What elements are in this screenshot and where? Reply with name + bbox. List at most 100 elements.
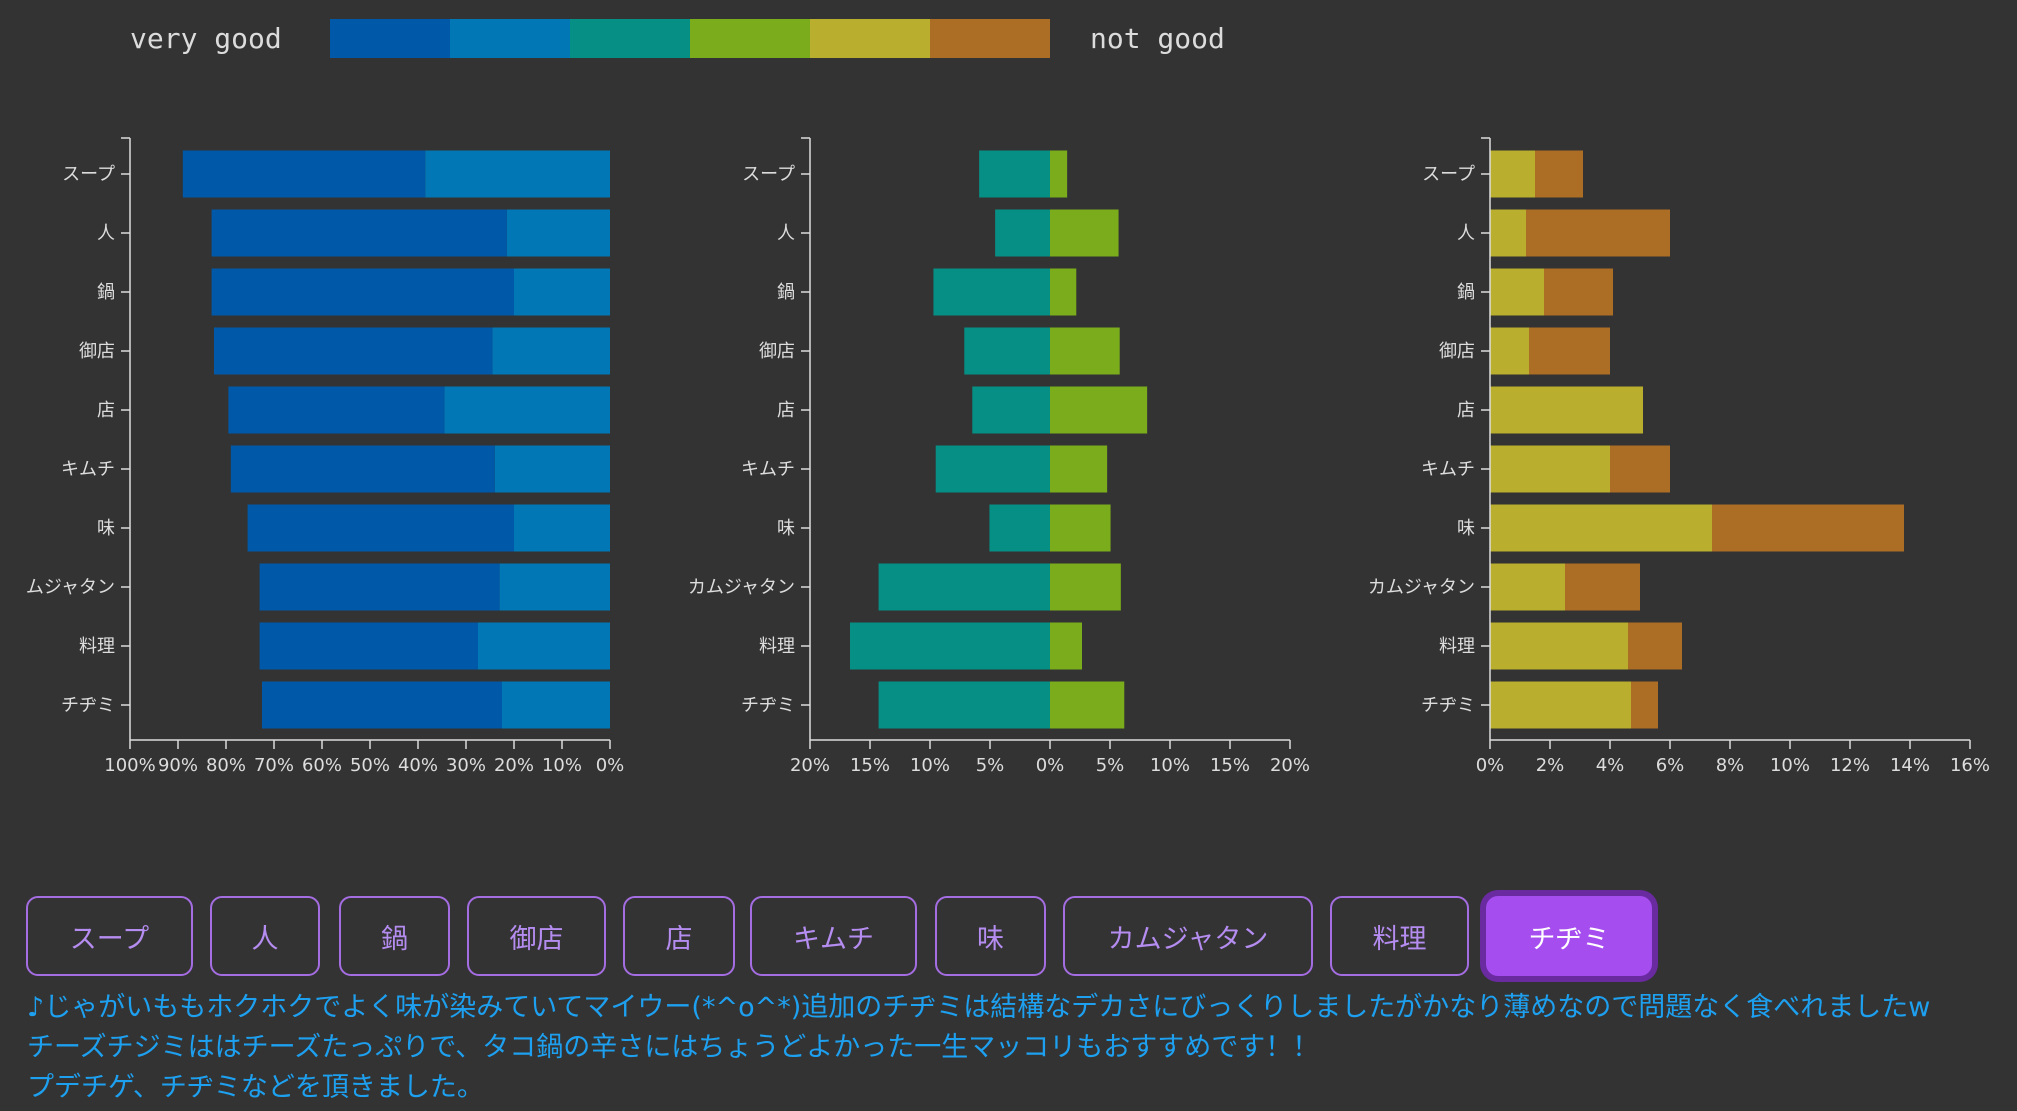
bar-segment (972, 386, 1050, 434)
category-label: 料理 (1439, 636, 1475, 657)
legend-swatch (570, 19, 690, 58)
bar-segment (1490, 209, 1526, 257)
review-item: チーズチジミははチーズたっぷりで、タコ鍋の辛さにはちょうどよかった一生マッコリも… (27, 1028, 2017, 1068)
bar-segment (514, 504, 610, 552)
bar-segment (1544, 268, 1613, 316)
bar-segment (964, 327, 1050, 375)
legend-swatch (810, 19, 930, 58)
x-tick-label: 15% (1210, 755, 1250, 776)
bar-segment (1050, 681, 1125, 729)
category-label: カムジャタン (688, 577, 795, 598)
bar-segment (1050, 445, 1108, 493)
category-label: 料理 (79, 636, 115, 657)
keyword-button[interactable]: 料理 (1330, 896, 1469, 976)
category-label: キムチ (741, 459, 795, 480)
category-label: スープ (742, 164, 795, 185)
x-tick-label: 50% (350, 755, 390, 776)
category-label: ムジャタン (26, 577, 115, 598)
bar-segment (444, 386, 610, 434)
color-legend: very good not good (0, 0, 1300, 70)
bar-segment (211, 268, 514, 316)
bar-segment (1050, 386, 1148, 434)
category-label: スープ (62, 164, 115, 185)
category-label: チヂミ (61, 695, 115, 716)
x-tick-label: 30% (446, 755, 486, 776)
bar-segment (850, 622, 1050, 670)
keyword-button[interactable]: 味 (935, 896, 1046, 976)
keyword-button[interactable]: カムジャタン (1063, 896, 1313, 976)
bar-segment (214, 327, 493, 375)
bar-segment (1490, 386, 1643, 434)
x-tick-label: 20% (790, 755, 830, 776)
bar-segment (1050, 563, 1121, 611)
x-tick-label: 80% (206, 755, 246, 776)
x-tick-label: 10% (1150, 755, 1190, 776)
x-tick-label: 20% (1270, 755, 1310, 776)
bar-segment (935, 445, 1050, 493)
bar-segment (1610, 445, 1670, 493)
x-tick-label: 90% (158, 755, 198, 776)
bar-segment (514, 268, 610, 316)
category-label: カムジャタン (1368, 577, 1475, 598)
bar-segment (1050, 209, 1119, 257)
x-tick-label: 60% (302, 755, 342, 776)
bar-segment (262, 681, 502, 729)
category-label: 人 (1457, 223, 1475, 244)
bar-segment (425, 150, 610, 198)
review-item: プデチゲ、チヂミなどを頂きました。 (27, 1068, 2017, 1108)
bar-segment (502, 681, 610, 729)
x-tick-label: 4% (1596, 755, 1625, 776)
keyword-button[interactable]: スープ (26, 896, 193, 976)
category-label: 店 (97, 400, 115, 421)
category-label: スープ (1422, 164, 1475, 185)
x-tick-label: 16% (1950, 755, 1990, 776)
bar-segment (1526, 209, 1670, 257)
bar-segment (494, 445, 610, 493)
legend-swatch (330, 19, 450, 58)
x-tick-label: 10% (910, 755, 950, 776)
bar-segment (247, 504, 514, 552)
category-label: 味 (777, 518, 795, 539)
category-label: キムチ (61, 459, 115, 480)
category-label: チヂミ (741, 695, 795, 716)
category-label: キムチ (1421, 459, 1475, 480)
x-tick-label: 5% (1096, 755, 1125, 776)
category-label: 味 (97, 518, 115, 539)
x-tick-label: 8% (1716, 755, 1745, 776)
category-label: 鍋 (777, 282, 795, 303)
bar-segment (1050, 327, 1120, 375)
keyword-button[interactable]: 人 (210, 896, 320, 976)
category-label: 御店 (79, 341, 115, 362)
bar-segment (933, 268, 1050, 316)
x-tick-label: 15% (850, 755, 890, 776)
x-tick-label: 6% (1656, 755, 1685, 776)
bar-segment (259, 563, 500, 611)
bar-segment (1050, 504, 1111, 552)
category-label: 店 (777, 400, 795, 421)
keyword-button[interactable]: キムチ (750, 896, 917, 976)
keyword-button[interactable]: 鍋 (339, 896, 450, 976)
x-tick-label: 20% (494, 755, 534, 776)
category-label: 鍋 (97, 282, 115, 303)
keyword-button[interactable]: チヂミ (1486, 896, 1652, 976)
x-tick-label: 12% (1830, 755, 1870, 776)
legend-swatch (450, 19, 570, 58)
bar-segment (1050, 622, 1082, 670)
bar-segment (1050, 268, 1077, 316)
bar-segment (1490, 150, 1535, 198)
review-item: ♪じゃがいももホクホクでよく味が染みていてマイウー(*^o^*)追加のチヂミは結… (27, 988, 2017, 1028)
keyword-button[interactable]: 御店 (467, 896, 606, 976)
bar-segment (1631, 681, 1658, 729)
x-tick-label: 2% (1536, 755, 1565, 776)
bar-segment (1565, 563, 1640, 611)
bar-segment (1050, 150, 1068, 198)
keyword-button[interactable]: 店 (623, 896, 735, 976)
bar-segment (1490, 445, 1610, 493)
legend-swatch (690, 19, 810, 58)
x-tick-label: 5% (976, 755, 1005, 776)
bar-segment (1628, 622, 1682, 670)
bar-segment (878, 563, 1050, 611)
bar-segment (1490, 327, 1529, 375)
